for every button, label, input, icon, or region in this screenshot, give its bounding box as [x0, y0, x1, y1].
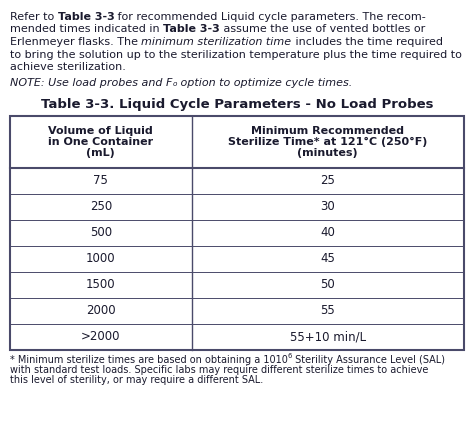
- Text: to bring the solution up to the sterilization temperature plus the time required: to bring the solution up to the steriliz…: [10, 50, 462, 59]
- Text: achieve sterilization.: achieve sterilization.: [10, 62, 126, 72]
- Text: o: o: [173, 82, 177, 87]
- Text: 6: 6: [288, 353, 292, 359]
- Text: 40: 40: [320, 227, 335, 240]
- Text: includes the time required: includes the time required: [292, 37, 443, 47]
- Text: Table 3-3: Table 3-3: [163, 25, 220, 34]
- Text: 55: 55: [320, 305, 335, 318]
- Text: option to optimize cycle times.: option to optimize cycle times.: [177, 78, 352, 87]
- Bar: [10, 116, 464, 350]
- Text: Refer to: Refer to: [10, 12, 58, 22]
- Text: Minimum Recommended: Minimum Recommended: [251, 126, 404, 136]
- Text: (minutes): (minutes): [298, 148, 358, 158]
- Text: in One Container: in One Container: [48, 137, 154, 147]
- Text: Erlenmeyer flasks. The: Erlenmeyer flasks. The: [10, 37, 142, 47]
- Text: 250: 250: [90, 201, 112, 214]
- Text: Volume of Liquid: Volume of Liquid: [48, 126, 153, 136]
- Text: 2000: 2000: [86, 305, 116, 318]
- Text: 1000: 1000: [86, 252, 116, 265]
- Text: this level of sterility, or may require a different SAL.: this level of sterility, or may require …: [10, 375, 263, 385]
- Text: 50: 50: [320, 278, 335, 292]
- Text: mended times indicated in: mended times indicated in: [10, 25, 163, 34]
- Text: 30: 30: [320, 201, 335, 214]
- Text: 25: 25: [320, 174, 335, 187]
- Text: for recommended Liquid cycle parameters. The recom-: for recommended Liquid cycle parameters.…: [115, 12, 426, 22]
- Text: Sterilize Time* at 121°C (250°F): Sterilize Time* at 121°C (250°F): [228, 137, 428, 147]
- Text: with standard test loads. Specific labs may require different sterilize times to: with standard test loads. Specific labs …: [10, 365, 428, 375]
- Text: Sterility Assurance Level (SAL): Sterility Assurance Level (SAL): [292, 355, 445, 365]
- Text: 500: 500: [90, 227, 112, 240]
- Text: (mL): (mL): [86, 148, 115, 158]
- Text: minimum sterilization time: minimum sterilization time: [142, 37, 292, 47]
- Text: assume the use of vented bottles or: assume the use of vented bottles or: [220, 25, 425, 34]
- Text: * Minimum sterilize times are based on obtaining a 1010: * Minimum sterilize times are based on o…: [10, 355, 288, 365]
- Text: NOTE: Use load probes and F: NOTE: Use load probes and F: [10, 78, 173, 87]
- Text: >2000: >2000: [81, 330, 120, 343]
- Text: 1500: 1500: [86, 278, 116, 292]
- Text: 45: 45: [320, 252, 335, 265]
- Text: 75: 75: [93, 174, 108, 187]
- Text: 55+10 min/L: 55+10 min/L: [290, 330, 366, 343]
- Text: Table 3-3: Table 3-3: [58, 12, 115, 22]
- Text: Table 3-3. Liquid Cycle Parameters - No Load Probes: Table 3-3. Liquid Cycle Parameters - No …: [41, 98, 433, 111]
